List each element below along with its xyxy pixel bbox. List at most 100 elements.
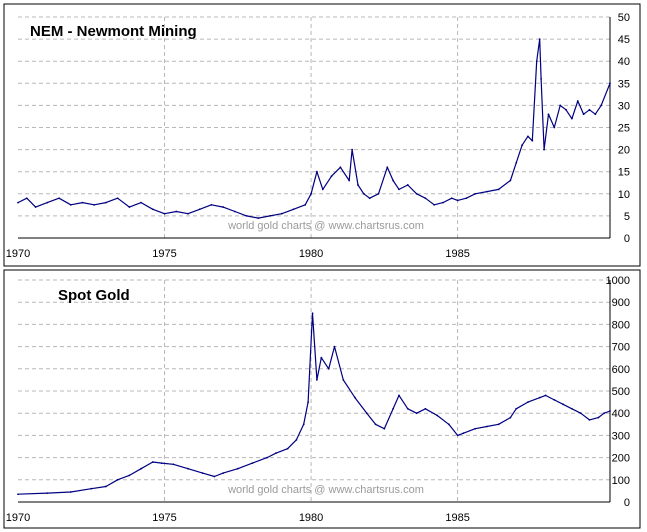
data-point	[187, 212, 189, 215]
data-point	[105, 485, 107, 488]
chart-frame	[3, 3, 641, 267]
data-point	[316, 170, 318, 173]
data-point	[93, 203, 96, 206]
y-tick-label: 800	[612, 319, 630, 331]
data-point	[383, 427, 386, 430]
y-tick-label: 0	[624, 497, 630, 509]
y-tick-label: 15	[618, 167, 630, 179]
data-point	[58, 197, 60, 200]
data-point	[245, 215, 248, 217]
y-tick-label: 400	[612, 408, 630, 420]
data-point	[497, 188, 500, 191]
data-point	[544, 394, 547, 397]
y-tick-label: 0	[624, 233, 630, 245]
data-point	[128, 206, 131, 208]
y-tick-label: 10	[618, 189, 630, 201]
data-point	[172, 463, 175, 466]
data-point	[151, 208, 154, 211]
y-tick-label: 100	[612, 475, 630, 487]
data-point	[527, 401, 529, 403]
data-point	[280, 212, 283, 215]
data-point	[415, 412, 418, 415]
data-point	[553, 126, 556, 129]
data-point	[509, 416, 512, 419]
data-point	[210, 203, 213, 206]
data-point	[105, 201, 107, 204]
data-point	[69, 203, 72, 206]
data-point	[535, 60, 538, 63]
data-point	[25, 197, 28, 200]
data-point	[163, 212, 166, 215]
y-tick-label: 600	[612, 364, 630, 376]
data-point	[571, 117, 573, 120]
data-point	[527, 135, 529, 138]
data-point	[17, 201, 19, 204]
data-point	[474, 192, 477, 195]
y-tick-label: 35	[618, 78, 630, 90]
data-point	[588, 108, 591, 111]
data-point	[588, 418, 591, 421]
chart-title: NEM - Newmont Mining	[30, 23, 197, 40]
x-tick-label: 1980	[299, 248, 323, 260]
data-point	[348, 179, 351, 182]
data-point	[354, 396, 356, 399]
y-tick-label: 30	[618, 100, 630, 112]
data-point	[424, 197, 427, 200]
data-point	[462, 432, 465, 435]
data-point	[565, 108, 567, 111]
data-point	[515, 161, 518, 164]
data-point	[128, 474, 131, 477]
data-point	[269, 215, 271, 217]
data-point	[320, 356, 323, 359]
y-tick-label: 50	[618, 12, 630, 24]
data-point	[415, 192, 418, 195]
chart-frame	[3, 269, 641, 529]
data-point	[357, 184, 359, 186]
data-point	[515, 407, 518, 410]
data-point	[151, 461, 154, 463]
spot-gold-chart-panel: 0 100 200 300 400 500 600 700 800 900 1000 1970 1975…	[3, 269, 641, 529]
data-point	[521, 144, 523, 147]
series-line	[17, 312, 611, 495]
data-point	[597, 416, 600, 419]
nem-chart-panel: 0 5 10 15 20 25 30 35 40 45 50 1970 1975 1980 1985 worl…	[3, 3, 641, 267]
data-point	[292, 208, 295, 211]
data-point	[582, 113, 585, 116]
data-point	[540, 77, 543, 80]
data-point	[543, 148, 545, 151]
data-point	[547, 113, 550, 116]
data-point	[424, 407, 427, 410]
y-tick-label: 25	[618, 123, 630, 135]
data-point	[392, 179, 395, 182]
y-tick-label: 5	[624, 211, 630, 223]
data-point	[603, 412, 606, 415]
data-point	[213, 475, 216, 478]
data-point	[286, 447, 289, 450]
data-point	[538, 396, 541, 399]
data-point	[116, 197, 119, 200]
data-point	[442, 201, 444, 204]
watermark-text: world gold charts @ www.chartsrus.com	[227, 484, 424, 496]
data-point	[368, 197, 371, 200]
data-point	[456, 199, 459, 202]
data-point	[406, 184, 409, 186]
data-point	[310, 192, 312, 195]
data-point	[160, 462, 163, 465]
data-point	[559, 104, 562, 107]
data-point	[321, 188, 324, 191]
data-point	[342, 379, 345, 381]
chart-title: Spot Gold	[58, 287, 130, 304]
data-point	[275, 452, 277, 455]
data-point	[465, 197, 468, 200]
data-point	[251, 462, 254, 465]
data-point	[600, 104, 603, 107]
data-point	[362, 192, 365, 195]
data-point	[594, 113, 597, 116]
y-tick-label: 200	[612, 453, 630, 465]
data-point	[351, 148, 353, 151]
data-point	[562, 403, 565, 406]
data-point	[497, 423, 500, 426]
data-point	[456, 434, 459, 437]
y-tick-label: 40	[618, 56, 630, 68]
